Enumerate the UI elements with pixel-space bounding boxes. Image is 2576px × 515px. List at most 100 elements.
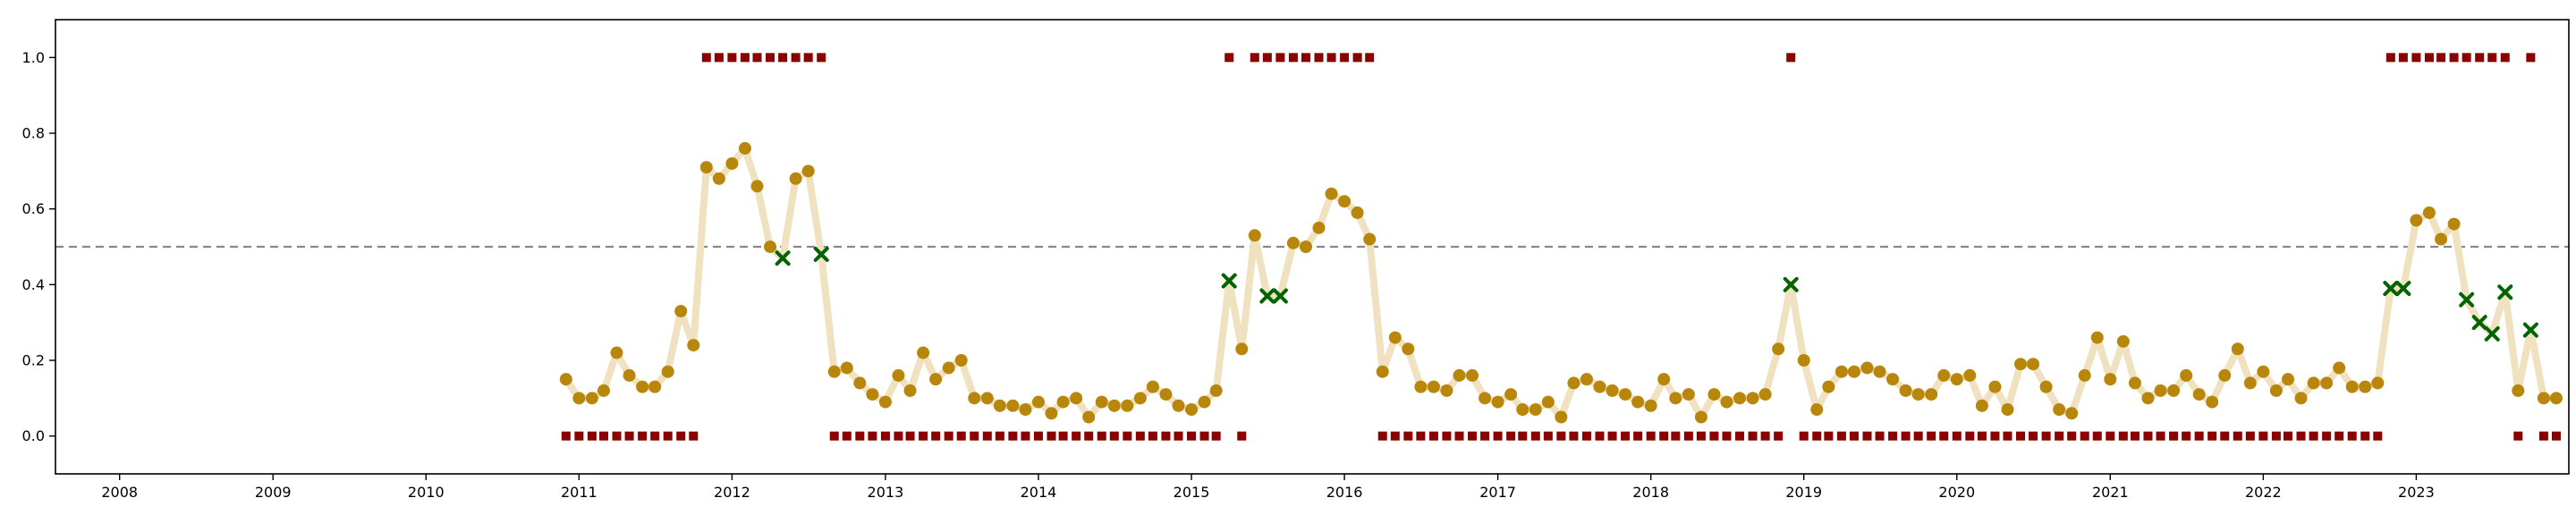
data-point	[1657, 373, 1671, 386]
label-marker	[1288, 53, 1298, 63]
label-marker	[1722, 431, 1732, 441]
data-point	[738, 141, 751, 155]
data-point	[954, 354, 968, 367]
label-marker	[1403, 431, 1413, 441]
data-point	[1056, 395, 1070, 409]
data-point	[1299, 241, 1312, 253]
data-point	[1975, 399, 1988, 412]
label-marker	[1569, 431, 1579, 441]
label-marker	[1965, 431, 1975, 441]
data-point	[1338, 195, 1352, 208]
label-marker	[2449, 53, 2459, 63]
label-marker	[1607, 431, 1617, 441]
data-point	[1440, 384, 1453, 397]
label-marker	[2207, 431, 2217, 441]
label-marker	[1774, 431, 1784, 441]
data-point	[1325, 187, 1338, 200]
data-point	[699, 161, 713, 174]
data-point	[1286, 236, 1300, 249]
label-marker	[663, 431, 673, 441]
label-marker	[1352, 53, 1362, 63]
label-marker	[1046, 431, 1056, 441]
label-marker	[1952, 431, 1962, 441]
y-tick-label: 0.0	[22, 427, 45, 444]
x-tick-label: 2018	[1632, 484, 1669, 501]
cross-stroke	[1221, 273, 1237, 289]
x-tick-label: 2009	[255, 484, 292, 501]
data-point	[1606, 384, 1619, 397]
label-marker	[701, 53, 711, 63]
label-marker	[2029, 431, 2038, 441]
label-marker	[1199, 431, 1209, 441]
data-point	[2359, 380, 2372, 393]
label-marker	[1939, 431, 1949, 441]
data-point	[1860, 361, 1874, 375]
data-point	[2014, 358, 2028, 371]
label-marker	[1595, 431, 1605, 441]
x-tick-label: 2021	[2092, 484, 2129, 501]
misclassified-point	[1783, 276, 1799, 292]
data-point	[1631, 395, 1645, 409]
label-marker	[2106, 431, 2115, 441]
data-point	[674, 304, 688, 317]
label-marker	[624, 431, 634, 441]
data-point	[610, 346, 623, 359]
label-marker	[2092, 431, 2102, 441]
data-point	[623, 368, 636, 382]
label-marker	[1888, 431, 1898, 441]
label-marker	[842, 431, 852, 441]
misclassified-point	[2459, 291, 2475, 308]
label-marker	[1109, 431, 1119, 441]
data-point	[1873, 365, 1886, 378]
label-marker	[650, 431, 660, 441]
cross-stroke	[1783, 276, 1799, 292]
misclassified-point	[1221, 273, 1237, 289]
label-marker	[2220, 431, 2230, 441]
label-marker	[2436, 53, 2446, 63]
label-marker	[2156, 431, 2165, 441]
label-marker	[2411, 53, 2421, 63]
data-point	[1045, 407, 1058, 420]
label-marker	[1621, 431, 1631, 441]
data-point	[1810, 403, 1824, 417]
data-point	[1504, 388, 1518, 401]
data-point	[2231, 342, 2244, 356]
label-marker	[1506, 431, 1516, 441]
label-marker	[1033, 431, 1043, 441]
data-point	[1121, 399, 1134, 412]
data-point	[801, 165, 815, 178]
label-marker	[1735, 431, 1745, 441]
data-point	[2078, 368, 2091, 382]
label-marker	[2360, 431, 2370, 441]
label-marker	[2118, 431, 2128, 441]
data-point	[1019, 403, 1032, 417]
cross-stroke	[775, 250, 791, 266]
data-point	[2065, 407, 2079, 420]
label-marker	[574, 431, 584, 441]
label-marker	[2041, 431, 2051, 441]
label-marker	[1862, 431, 1872, 441]
label-marker	[2334, 431, 2344, 441]
y-tick-label: 0.2	[22, 352, 45, 369]
data-point	[687, 339, 700, 352]
data-point	[585, 392, 598, 405]
data-point	[2549, 392, 2563, 405]
label-marker	[931, 431, 941, 441]
label-marker	[1187, 431, 1197, 441]
data-point	[1963, 368, 1977, 382]
x-tick-label: 2012	[714, 484, 750, 501]
data-point	[1427, 380, 1440, 393]
label-marker	[2143, 431, 2153, 441]
data-point	[1082, 410, 1096, 424]
label-marker	[2322, 431, 2332, 441]
data-point	[1529, 403, 1542, 417]
data-point	[1911, 388, 1925, 401]
data-point	[2218, 368, 2232, 382]
data-point	[1070, 392, 1083, 405]
label-marker	[1314, 53, 1324, 63]
data-point	[2039, 380, 2053, 393]
data-point	[1733, 392, 1747, 405]
label-marker	[2003, 431, 2012, 441]
label-marker	[1493, 431, 1503, 441]
